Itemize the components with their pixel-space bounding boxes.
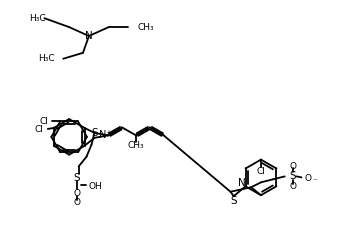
Text: N⁺: N⁺ xyxy=(99,130,112,140)
Text: OH: OH xyxy=(88,182,102,191)
Text: O: O xyxy=(305,174,311,183)
Text: S: S xyxy=(91,128,98,138)
Text: H₃C: H₃C xyxy=(30,14,46,23)
Text: Cl: Cl xyxy=(257,167,266,176)
Text: O: O xyxy=(289,182,296,191)
Text: O: O xyxy=(73,189,80,198)
Text: Cl: Cl xyxy=(39,117,48,126)
Text: S: S xyxy=(289,171,296,181)
Text: Cl: Cl xyxy=(35,125,44,134)
Text: ⁻: ⁻ xyxy=(312,177,317,186)
Text: S: S xyxy=(73,173,80,183)
Text: N: N xyxy=(238,178,246,188)
Text: H₃C: H₃C xyxy=(38,54,54,63)
Text: O: O xyxy=(289,162,296,171)
Text: S: S xyxy=(231,196,237,206)
Text: CH₃: CH₃ xyxy=(128,141,144,150)
Text: O: O xyxy=(73,198,80,207)
Text: N: N xyxy=(85,31,93,41)
Text: CH₃: CH₃ xyxy=(137,23,154,31)
